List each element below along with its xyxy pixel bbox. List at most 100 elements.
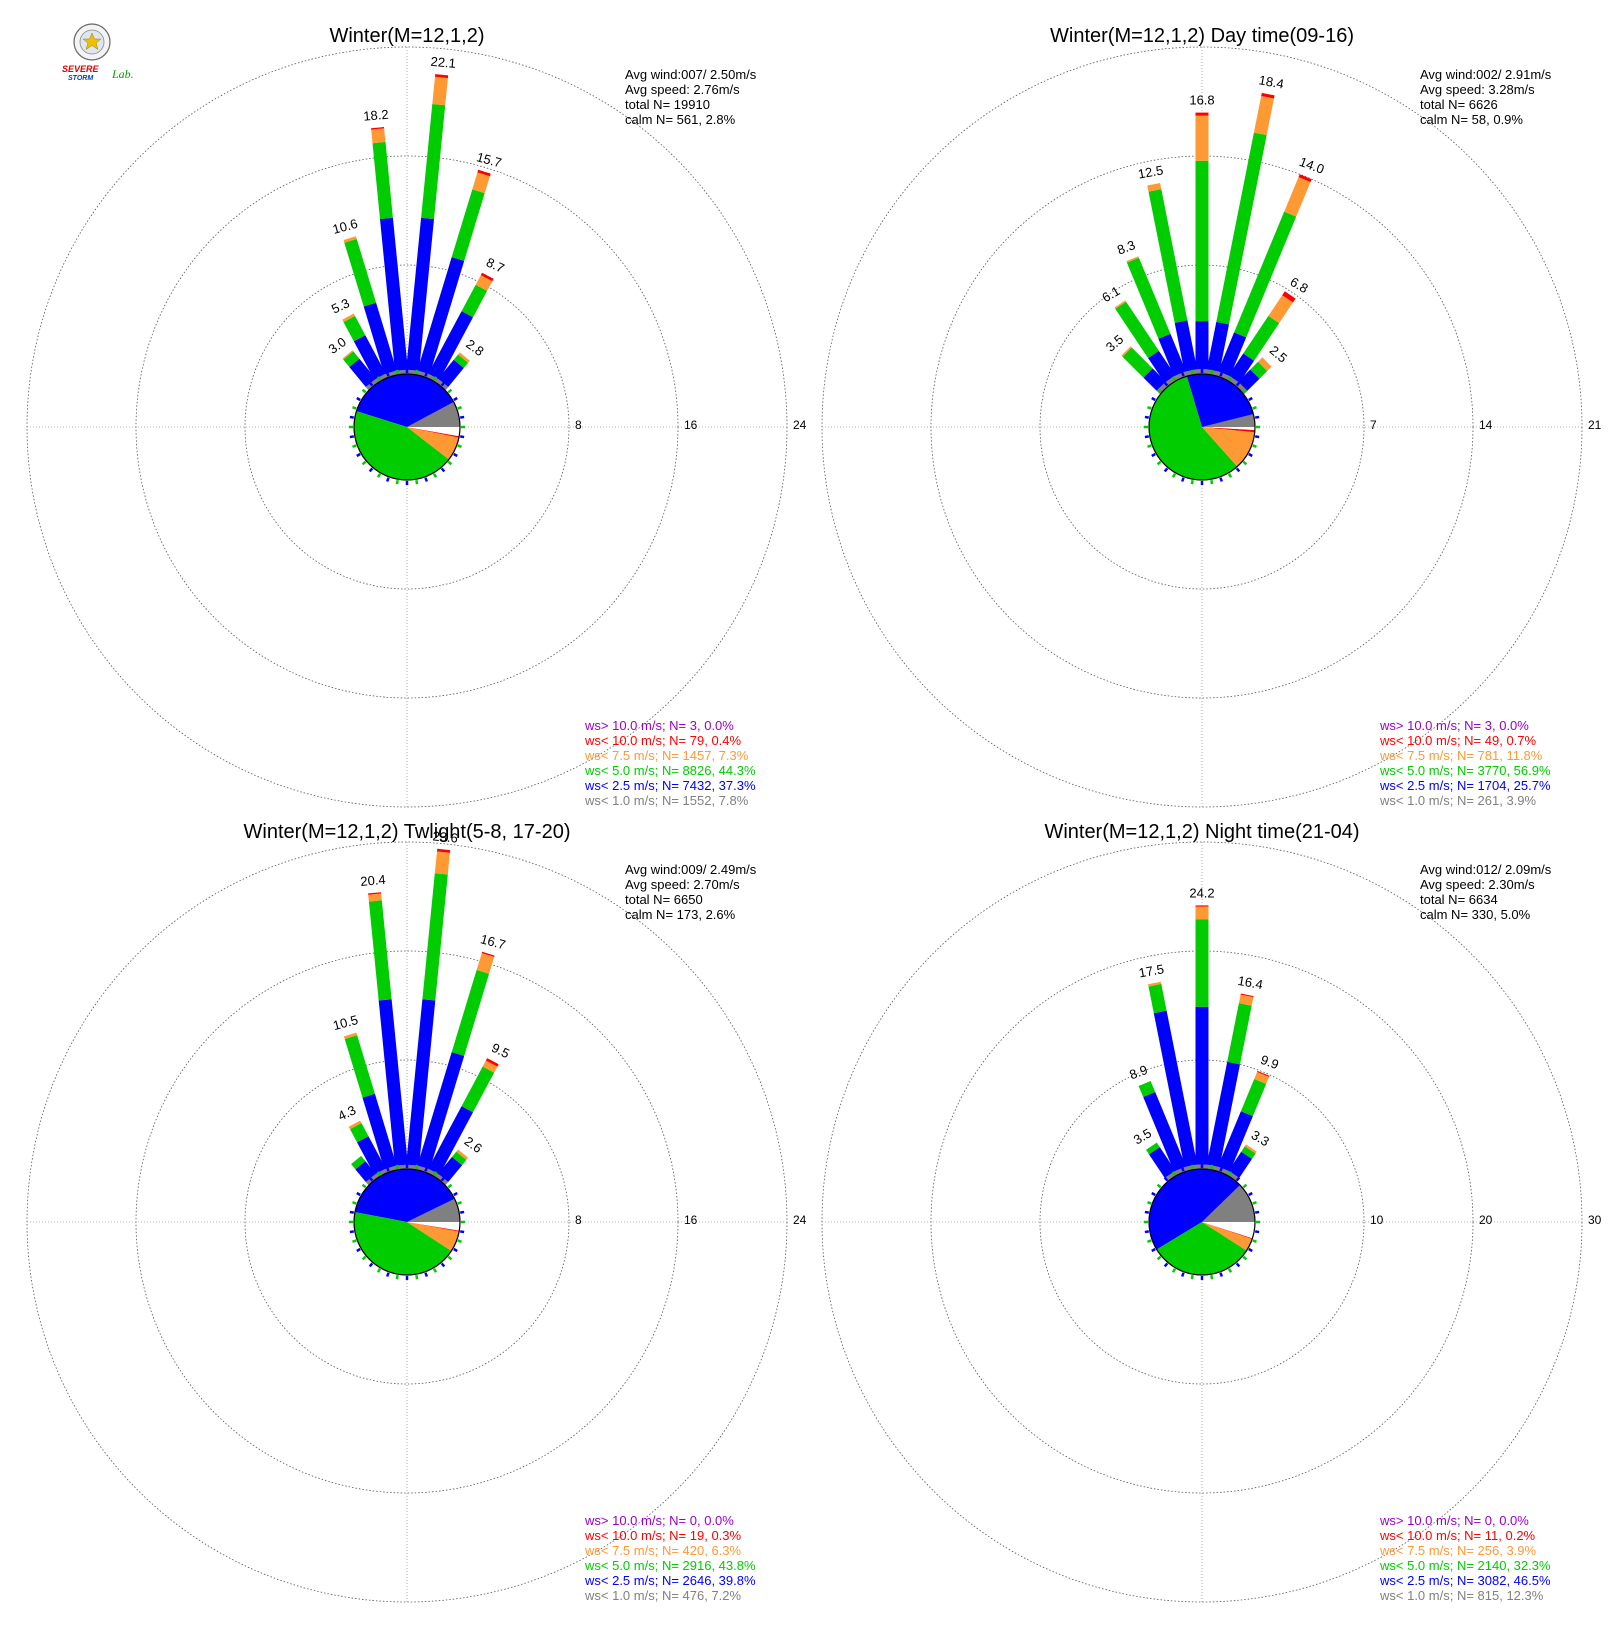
legend-entry: ws< 7.5 m/s; N= 1457, 7.3% [584, 748, 749, 763]
direction-tick [385, 477, 390, 482]
direction-tick [395, 1164, 399, 1170]
ring-label: 7 [1370, 418, 1377, 432]
direction-tick [1151, 452, 1156, 458]
bar-segment [482, 1060, 498, 1073]
legend-entry: ws< 2.5 m/s; N= 1704, 25.7% [1379, 778, 1551, 793]
direction-tick [415, 1164, 419, 1170]
direction-tick [1210, 479, 1214, 485]
legend-entry: ws< 2.5 m/s; N= 2646, 39.8% [584, 1573, 756, 1588]
direction-tick [368, 381, 374, 387]
bar-segment [1254, 1071, 1270, 1084]
pie-slice [1202, 427, 1255, 433]
bar-segment [371, 127, 385, 130]
legend-entry: ws< 1.0 m/s; N= 476, 7.2% [584, 1588, 742, 1603]
direction-tick [1252, 1239, 1257, 1244]
windrose-panel: 7 14 21 Winter(M=12,1,2) Day time(09-16) Avg… [821, 25, 1602, 808]
bar-value-label: 6.8 [1288, 274, 1311, 296]
bar-segment [380, 217, 408, 371]
direction-tick [1219, 1167, 1224, 1172]
bar-value-label: 18.4 [1258, 72, 1286, 91]
pie-slice [1156, 1222, 1247, 1275]
direction-tick [415, 479, 419, 485]
ring-label: 16 [684, 418, 698, 432]
bar-segment [1284, 177, 1311, 217]
stat-line: Avg speed: 2.30m/s [1420, 877, 1535, 892]
bar-segment [1147, 183, 1162, 192]
bar-segment [1195, 112, 1209, 116]
direction-tick [447, 388, 453, 394]
direction-tick [440, 467, 446, 473]
direction-tick [1144, 435, 1150, 439]
bar-segment [422, 873, 448, 1001]
bar-value-label: 10.6 [331, 216, 359, 237]
bar-segment [438, 359, 464, 387]
bar-value-label: 16.8 [1189, 93, 1214, 108]
bar-segment [1126, 257, 1171, 339]
bar-segment [1138, 1081, 1156, 1097]
direction-tick [1151, 396, 1156, 402]
bar-segment [1228, 353, 1255, 383]
bar-value-label: 2.8 [463, 336, 486, 359]
bar-segment [368, 892, 382, 895]
bar-segment [428, 311, 473, 380]
direction-tick [1190, 369, 1194, 375]
bar-segment [1195, 906, 1209, 920]
bar-segment [475, 275, 493, 291]
direction-tick [447, 1255, 453, 1261]
logo-text-lab: Lab. [111, 67, 134, 81]
legend-entry: ws> 10.0 m/s; N= 0, 0.0% [1379, 1513, 1529, 1528]
direction-tick [453, 1191, 458, 1197]
bar-segment [1238, 994, 1254, 1006]
windrose-panel: 8 16 24 Winter(M=12,1,2) Avg wind:007/ 2.50m… [26, 25, 807, 808]
direction-tick [1227, 473, 1233, 478]
legend-entry: ws< 2.5 m/s; N= 3082, 46.5% [1379, 1573, 1551, 1588]
bar-value-label: 8.7 [484, 254, 507, 275]
bar-segment [421, 104, 446, 220]
bar-segment [363, 302, 397, 375]
bar-segment [1218, 332, 1247, 377]
direction-tick [1248, 1247, 1253, 1253]
direction-tick [1156, 1183, 1162, 1189]
bar-value-label: 16.4 [1237, 973, 1265, 992]
bar-segment [1241, 1146, 1256, 1159]
direction-tick [1235, 1262, 1241, 1268]
direction-tick [349, 435, 355, 439]
bar-value-label: 8.3 [1115, 237, 1137, 257]
bar-value-label: 12.5 [1137, 162, 1165, 181]
bar-segment [350, 1123, 369, 1143]
bar-segment [476, 953, 495, 974]
direction-tick [1252, 444, 1257, 449]
ring-label: 30 [1588, 1213, 1602, 1227]
bar-segment [1234, 211, 1297, 338]
pie-slice [356, 373, 454, 427]
bar-segment [426, 1168, 440, 1179]
direction-tick [361, 388, 367, 394]
bar-segment [362, 1093, 397, 1170]
direction-tick [1227, 376, 1233, 381]
bar-segment [1268, 295, 1293, 324]
range-ring [244, 264, 570, 590]
direction-tick [376, 376, 382, 381]
bar-segment [1250, 361, 1268, 379]
direction-tick [356, 1191, 361, 1197]
direction-tick [453, 452, 458, 458]
bar-segment [1240, 993, 1254, 998]
direction-tick [368, 1262, 374, 1268]
bar-segment [374, 373, 388, 384]
bar-value-label: 3.0 [326, 334, 349, 357]
bar-segment [1258, 357, 1272, 371]
direction-tick [447, 460, 453, 466]
direction-tick [1254, 415, 1260, 419]
direction-tick [1248, 452, 1253, 458]
direction-tick [1242, 388, 1248, 394]
direction-tick [1156, 388, 1162, 394]
direction-tick [424, 477, 429, 482]
stat-line: Avg wind:012/ 2.09m/s [1420, 862, 1552, 877]
bar-segment [1149, 1147, 1176, 1178]
bar-segment [1115, 301, 1159, 359]
direction-tick [385, 1167, 390, 1172]
direction-tick [376, 473, 382, 478]
bar-value-label: 3.5 [1131, 1125, 1154, 1147]
bar-segment [1227, 1003, 1252, 1065]
